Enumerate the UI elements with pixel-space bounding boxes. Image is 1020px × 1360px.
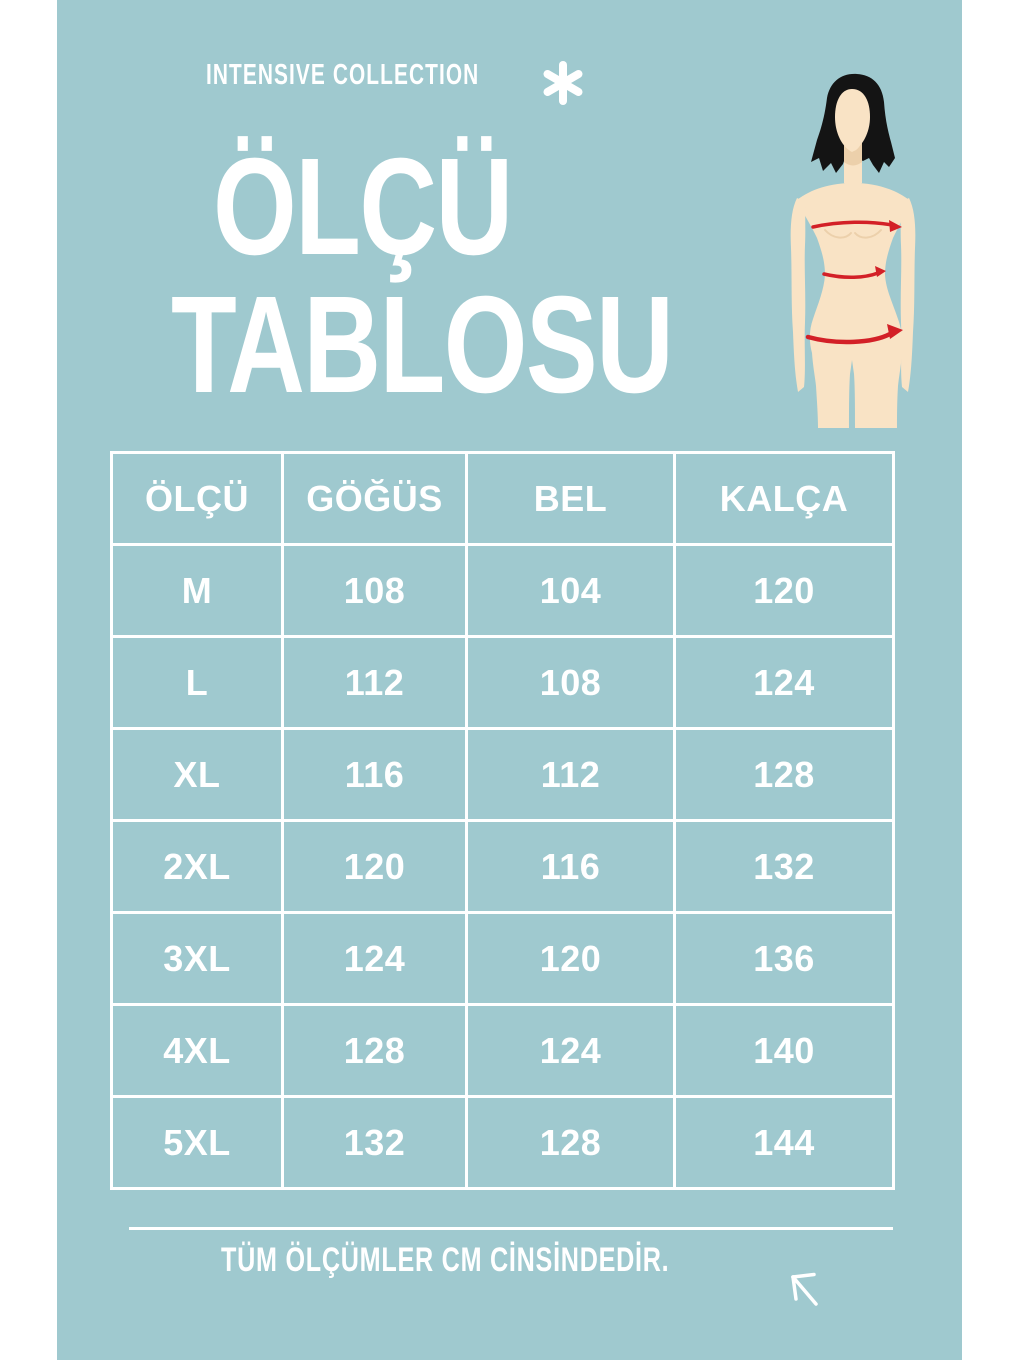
arrow-up-left-icon [791, 1272, 818, 1306]
size-cell: M [113, 546, 281, 635]
hip-line [805, 331, 893, 345]
chest-cell: 128 [284, 1006, 465, 1095]
hip-cell: 120 [676, 546, 892, 635]
size-table: ÖLÇÜ GÖĞÜS BEL KALÇA M 108 104 120 L 112… [110, 451, 895, 1190]
waist-cell: 116 [468, 822, 673, 911]
column-header-chest: GÖĞÜS [284, 454, 465, 543]
chest-cell: 124 [284, 914, 465, 1003]
size-cell: L [113, 638, 281, 727]
column-header-waist: BEL [468, 454, 673, 543]
size-cell: XL [113, 730, 281, 819]
waist-cell: 128 [468, 1098, 673, 1187]
arrow-heads [875, 220, 903, 339]
teal-panel: INTENSIVE COLLECTION ÖLÇÜ TABLOSU [57, 0, 962, 1360]
footer-divider-line [129, 1227, 893, 1230]
waist-cell: 120 [468, 914, 673, 1003]
face-shape [835, 89, 870, 152]
chest-cell: 112 [284, 638, 465, 727]
waist-cell: 124 [468, 1006, 673, 1095]
waist-cell: 112 [468, 730, 673, 819]
brand-label: INTENSIVE COLLECTION [206, 59, 480, 91]
page-title-line2: TABLOSU [171, 268, 674, 422]
size-cell: 3XL [113, 914, 281, 1003]
hip-cell: 124 [676, 638, 892, 727]
column-header-hip: KALÇA [676, 454, 892, 543]
measurement-arrows [805, 220, 894, 345]
hip-cell: 132 [676, 822, 892, 911]
torso-shape [797, 183, 909, 428]
size-cell: 5XL [113, 1098, 281, 1187]
footer-note: TÜM ÖLÇÜMLER CM CİNSİNDEDİR. [221, 1241, 670, 1279]
waist-cell: 108 [468, 638, 673, 727]
woman-body-measurement-illustration [790, 73, 916, 428]
chest-cell: 120 [284, 822, 465, 911]
hip-cell: 144 [676, 1098, 892, 1187]
chest-cell: 132 [284, 1098, 465, 1187]
size-cell: 4XL [113, 1006, 281, 1095]
waist-cell: 104 [468, 546, 673, 635]
chest-cell: 116 [284, 730, 465, 819]
column-header-size: ÖLÇÜ [113, 454, 281, 543]
hip-cell: 136 [676, 914, 892, 1003]
page-title-line1: ÖLÇÜ [213, 130, 513, 284]
asterisk-icon [543, 61, 583, 105]
bust-line [811, 220, 894, 229]
size-cell: 2XL [113, 822, 281, 911]
left-arm-shape [790, 198, 807, 392]
hip-cell: 128 [676, 730, 892, 819]
right-arm-shape [899, 198, 916, 392]
hip-cell: 140 [676, 1006, 892, 1095]
waist-line [822, 271, 880, 279]
chest-cell: 108 [284, 546, 465, 635]
